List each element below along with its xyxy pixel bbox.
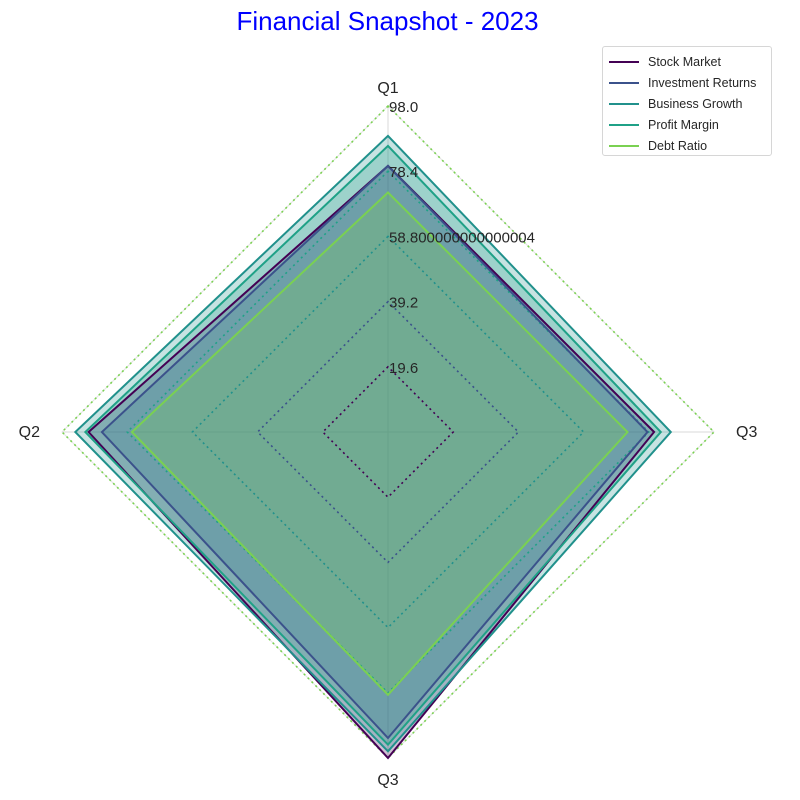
- radial-tick-label: 98.0: [389, 99, 418, 116]
- radial-ring: [126, 170, 650, 694]
- series-line: [83, 144, 663, 747]
- legend-swatch: [609, 123, 639, 126]
- radial-tick-label: 39.2: [389, 295, 418, 312]
- legend-item: Investment Returns: [603, 72, 771, 93]
- axis-label: Q2: [19, 424, 40, 441]
- legend-label: Debt Ratio: [648, 138, 708, 153]
- axis-label: Q1: [377, 80, 398, 97]
- radial-tick-label: 19.6: [389, 360, 418, 377]
- legend-swatch: [609, 102, 639, 105]
- series-fill: [75, 135, 671, 752]
- legend-item: Stock Market: [603, 51, 771, 72]
- series-line: [73, 134, 673, 753]
- radial-ring: [256, 300, 520, 564]
- series-fill: [131, 192, 628, 695]
- legend-label: Investment Returns: [648, 75, 757, 90]
- series-fills: [75, 135, 671, 758]
- series-line: [100, 164, 649, 740]
- legend-label: Stock Market: [648, 54, 721, 69]
- series-fill: [101, 165, 648, 738]
- axis-label: Q3: [377, 772, 398, 789]
- chart-title: Financial Snapshot - 2023: [236, 6, 539, 36]
- legend-swatch: [609, 144, 639, 147]
- legend-swatch: [609, 81, 639, 84]
- radial-ring: [321, 365, 455, 499]
- radial-rings: [60, 104, 716, 760]
- axis-labels: 19.6 39.2 58.800000000000004 78.4 98.0 Q1 Q2 Q3…: [19, 80, 758, 789]
- legend-item: Business Growth: [603, 93, 771, 114]
- radial-tick-label: 58.800000000000004: [389, 229, 535, 246]
- grid-layer: [61, 105, 715, 759]
- series-line: [130, 191, 629, 697]
- legend-swatch: [609, 60, 639, 63]
- radial-tick-label: 78.4: [389, 164, 418, 181]
- legend: Stock Market Investment Returns Business G…: [602, 46, 772, 156]
- legend-label: Business Growth: [648, 96, 743, 111]
- series-lines: [73, 134, 673, 760]
- axis-label: Q3: [736, 424, 757, 441]
- legend-item: Profit Margin: [603, 114, 771, 135]
- legend-item: Debt Ratio: [603, 135, 771, 156]
- series-line: [87, 164, 656, 760]
- legend-label: Profit Margin: [648, 117, 719, 132]
